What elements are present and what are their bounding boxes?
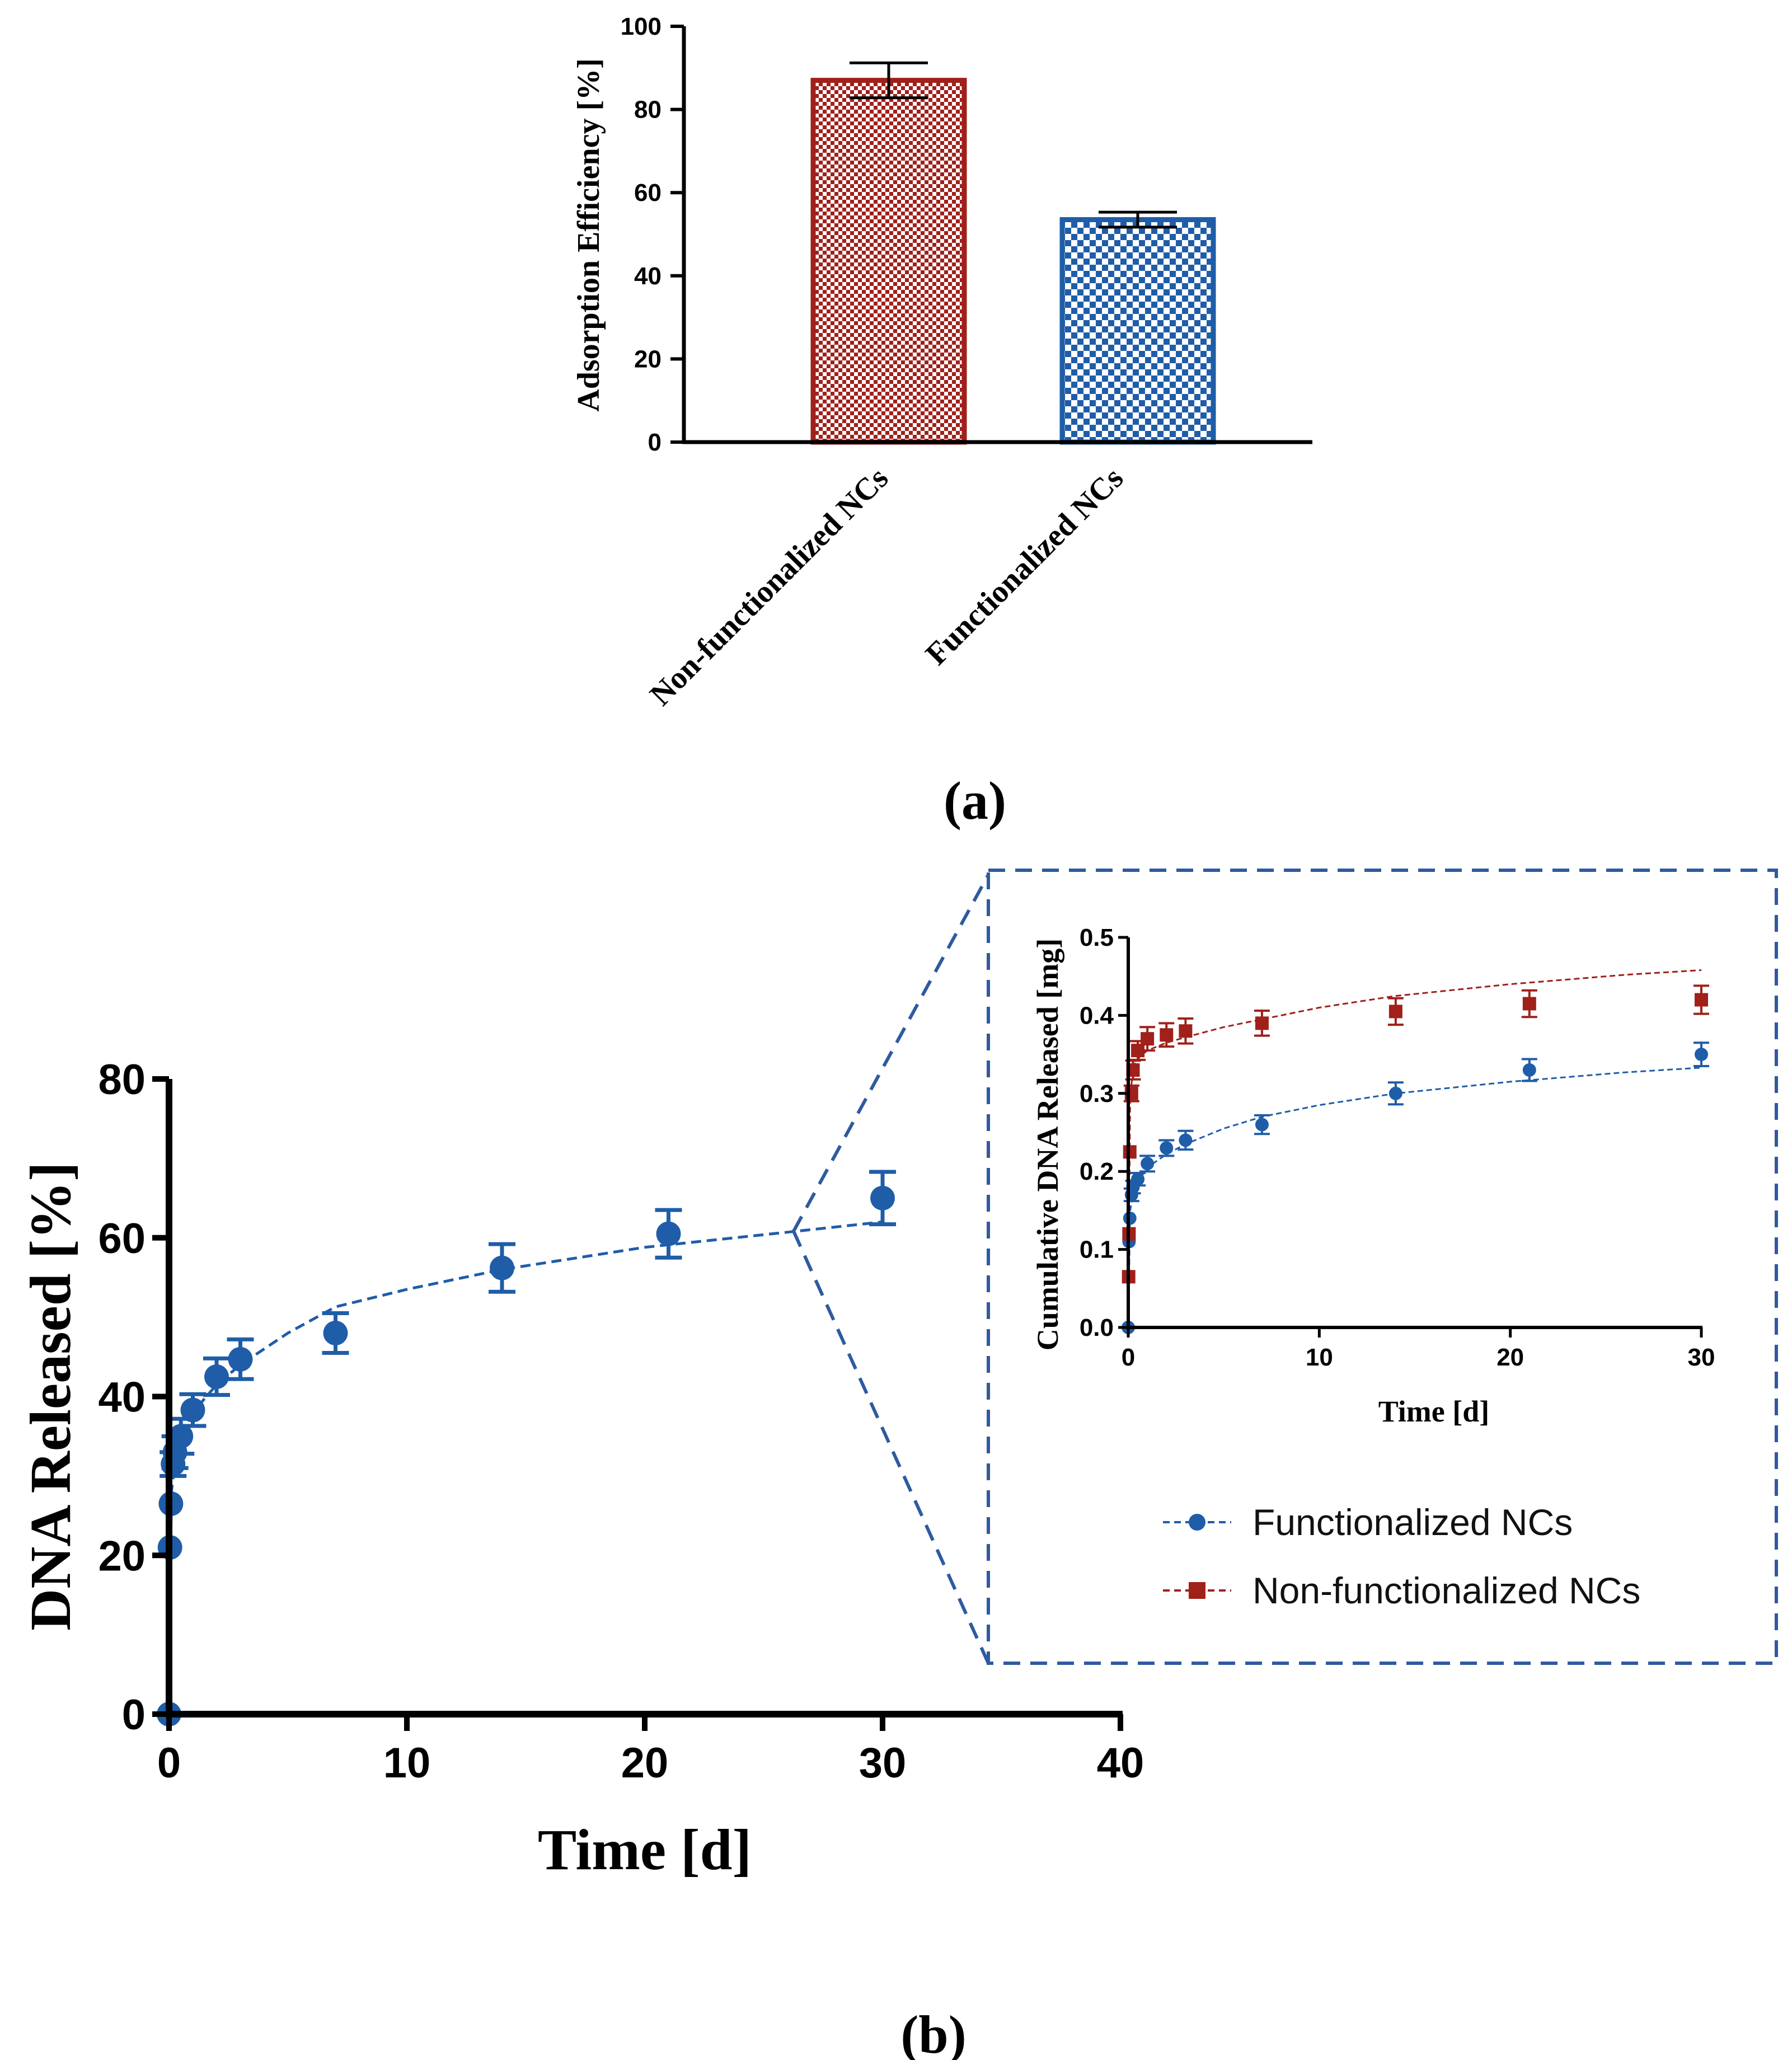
inset-y-tick-label: 0.1 [1080, 1236, 1114, 1264]
inset-data-point-circle [1255, 1118, 1269, 1132]
panel-b-y-tick-label: 20 [98, 1532, 146, 1580]
panel-b-data-point [323, 1321, 348, 1345]
inset-axes [1127, 937, 1702, 1329]
inset-data-point-square [1522, 997, 1536, 1011]
zoom-box [987, 869, 1778, 1665]
panel-b-data-point [228, 1346, 253, 1372]
inset-fit-line-1 [1127, 969, 1702, 1328]
inset-data-point-circle [1160, 1141, 1174, 1155]
inset-fit-curves [1127, 969, 1702, 1328]
panel-a-y-tick-label: 40 [634, 262, 662, 290]
inset-data-point-square [1255, 1016, 1269, 1030]
inset-data-point-circle [1695, 1048, 1708, 1062]
panel-b-y-tick-label: 0 [122, 1691, 146, 1739]
legend-label-non-functionalized: Non-functionalized NCs [1252, 1570, 1640, 1611]
panel-b-data-point [490, 1255, 514, 1280]
panel-a-label: (a) [944, 771, 1006, 830]
inset-data-point-square [1179, 1024, 1193, 1038]
legend: Functionalized NCs Non-functionalized NC… [1163, 1501, 1640, 1611]
inset-data-points [1122, 993, 1708, 1334]
inset-data-point-circle [1179, 1133, 1193, 1147]
inset-y-tick-label: 0.2 [1080, 1158, 1114, 1185]
panel-b-y-tick-label: 40 [98, 1374, 146, 1421]
panel-b-data-point [168, 1424, 194, 1449]
panel-b-x-tick-label: 30 [859, 1739, 907, 1787]
panel-a-y-tick-label: 60 [634, 179, 662, 207]
panel-b-error-bars [160, 1170, 896, 1478]
panel-b-data-point [656, 1221, 681, 1246]
panel-b-data-point [180, 1397, 205, 1423]
panel-a-bars [810, 78, 1216, 445]
panel-a-y-axis-label: Adsorption Efficiency [%] [571, 58, 606, 412]
inset-data-point-square [1695, 993, 1708, 1007]
inset-data-point-square [1160, 1028, 1174, 1042]
inset-data-point-circle [1141, 1157, 1155, 1171]
panel-b-axes [166, 1079, 1123, 1718]
inset-x-ticks: 0 10 20 30 [1122, 1327, 1715, 1371]
inset-x-tick-label: 10 [1306, 1344, 1333, 1371]
legend-marker-circle-icon [1189, 1514, 1205, 1531]
panel-b-x-tick-label: 20 [621, 1739, 669, 1787]
panel-b-x-tick-label: 10 [383, 1739, 431, 1787]
inset-data-point-square [1131, 1044, 1145, 1058]
inset-y-axis-label: Cumulative DNA Released [mg] [1031, 939, 1064, 1350]
panel-a-y-ticks: 0 20 40 60 80 100 [621, 13, 684, 456]
inset-fit-line-0 [1127, 1067, 1702, 1328]
inset-y-ticks: 0.0 0.1 0.2 0.3 0.4 0.5 [1080, 924, 1128, 1341]
legend-label-functionalized: Functionalized NCs [1252, 1501, 1573, 1543]
panel-a-y-tick-label: 0 [648, 429, 662, 456]
panel-a-bar-chart: 0 20 40 60 80 100 Adsorption Efficiency [%] N… [571, 13, 1312, 830]
bar-0 [810, 78, 967, 445]
panel-b-label: (b) [900, 2005, 966, 2060]
panel-b-data-point [204, 1364, 229, 1390]
error-bar-0 [850, 61, 928, 100]
inset-x-tick-label: 20 [1497, 1344, 1524, 1371]
panel-a-y-tick-label: 20 [634, 345, 662, 373]
panel-b-fit-line [167, 1220, 883, 1715]
panel-a-axes [682, 26, 1312, 444]
panel-b-x-axis-label: Time [d] [538, 1818, 752, 1882]
inset-error-bars [1123, 984, 1709, 1203]
panel-b-release-chart: 0 10 20 30 40 0 20 40 60 80 Time [d] DNA Release… [18, 1056, 1144, 2060]
inset-y-tick-label: 0.0 [1080, 1314, 1114, 1341]
panel-b-x-ticks: 0 10 20 30 40 [157, 1714, 1144, 1787]
legend-marker-square-icon [1189, 1582, 1205, 1599]
inset-y-tick-label: 0.5 [1080, 924, 1114, 951]
panel-b-y-axis-label: DNA Released [%] [18, 1162, 83, 1631]
inset-chart: 0 10 20 30 0.0 0.1 0.2 0.3 0.4 0.5 Time [d] Cumu… [1031, 924, 1715, 1428]
inset-x-tick-label: 0 [1122, 1344, 1135, 1371]
panel-a-error-bars [850, 61, 1177, 229]
inset-data-point-square [1141, 1032, 1155, 1046]
panel-b-x-tick-label: 0 [157, 1739, 181, 1787]
panel-a-y-tick-label: 80 [634, 96, 662, 124]
legend-item-non-functionalized: Non-functionalized NCs [1163, 1570, 1640, 1611]
inset-data-point-circle [1388, 1086, 1402, 1100]
legend-item-functionalized: Functionalized NCs [1163, 1501, 1573, 1543]
panel-b-data-point [870, 1185, 895, 1210]
zoom-connector-bottom [792, 1230, 990, 1664]
inset-data-point-circle [1522, 1063, 1536, 1077]
inset-y-tick-label: 0.3 [1080, 1080, 1114, 1108]
panel-a-category-label-non-functionalized: Non-functionalized NCs [643, 461, 895, 712]
bar-1 [1059, 217, 1216, 445]
inset-data-point-square [1388, 1005, 1402, 1019]
zoom-connector-top [792, 874, 990, 1232]
panel-b-x-tick-label: 40 [1097, 1739, 1144, 1787]
panel-a-y-tick-label: 100 [621, 13, 662, 40]
inset-y-tick-label: 0.4 [1080, 1002, 1114, 1029]
inset-data-point-circle [1131, 1172, 1145, 1186]
inset-x-tick-label: 30 [1688, 1344, 1715, 1371]
panel-b-fit-curve [167, 1220, 883, 1715]
panel-b-y-tick-label: 80 [98, 1056, 146, 1104]
zoom-callout [792, 869, 1778, 1665]
panel-b-y-ticks: 0 20 40 60 80 [98, 1056, 169, 1739]
panel-a-category-label-functionalized: Functionalized NCs [919, 461, 1130, 672]
inset-x-axis-label: Time [d] [1378, 1395, 1490, 1428]
panel-b-y-tick-label: 60 [98, 1215, 146, 1263]
error-bar-1 [1099, 210, 1177, 229]
